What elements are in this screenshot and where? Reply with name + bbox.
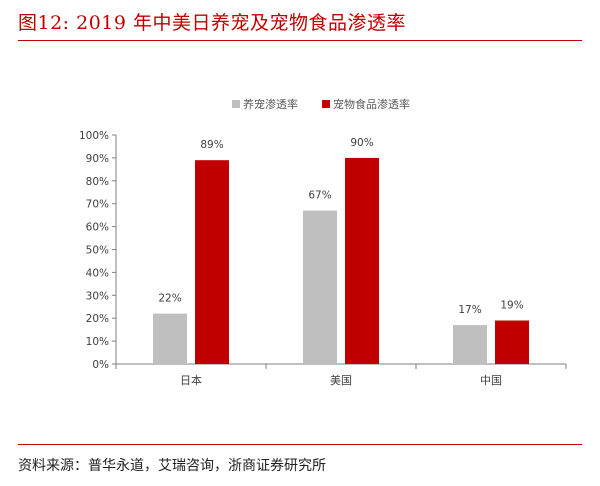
title-rule — [18, 40, 582, 41]
figure-header: 图12: 2019 年中美日养宠及宠物食品渗透率 — [18, 6, 582, 41]
y-tick-label: 60% — [86, 222, 109, 234]
bar-2-3 — [495, 320, 529, 364]
legend-swatch-1 — [232, 100, 240, 108]
data-label: 17% — [458, 304, 481, 316]
legend-swatch-2 — [322, 100, 330, 108]
y-tick-label: 40% — [86, 267, 109, 279]
bar-2-2 — [345, 157, 379, 364]
source-note: 资料来源：普华永道，艾瑞咨询，浙商证券研究所 — [18, 458, 326, 474]
y-tick-label: 30% — [86, 290, 109, 302]
y-tick-label: 90% — [86, 153, 109, 165]
x-tick-label: 美国 — [330, 374, 352, 387]
footer-rule — [18, 444, 582, 445]
y-tick-label: 50% — [86, 245, 109, 257]
data-label: 67% — [308, 190, 331, 202]
data-label: 90% — [350, 137, 373, 149]
bar-1-3 — [453, 325, 487, 364]
bar-1-1 — [153, 313, 187, 364]
data-label: 89% — [200, 139, 223, 151]
legend-label-2: 宠物食品渗透率 — [333, 97, 410, 111]
x-tick-label: 中国 — [480, 374, 502, 387]
figure-title: 图12: 2019 年中美日养宠及宠物食品渗透率 — [18, 12, 407, 34]
legend-label-1: 养宠渗透率 — [243, 97, 298, 111]
bar-1-2 — [303, 210, 337, 364]
x-tick-label: 日本 — [180, 373, 202, 387]
data-label: 19% — [500, 299, 523, 311]
y-tick-label: 20% — [86, 313, 109, 325]
chart-area: 养宠渗透率 宠物食品渗透率 0% 10% 20% 30% 40% 50% 60% 70% 80% 90… — [0, 80, 600, 400]
bar-2-1 — [195, 160, 229, 364]
y-tick-label: 0% — [92, 359, 109, 371]
y-tick-label: 70% — [86, 199, 109, 211]
y-tick-label: 10% — [86, 336, 109, 348]
y-tick-label: 80% — [86, 176, 109, 188]
bar-chart: 养宠渗透率 宠物食品渗透率 0% 10% 20% 30% 40% 50% 60% 70% 80% 90… — [79, 97, 567, 387]
data-label: 22% — [158, 293, 181, 305]
y-tick-label: 100% — [79, 130, 109, 142]
